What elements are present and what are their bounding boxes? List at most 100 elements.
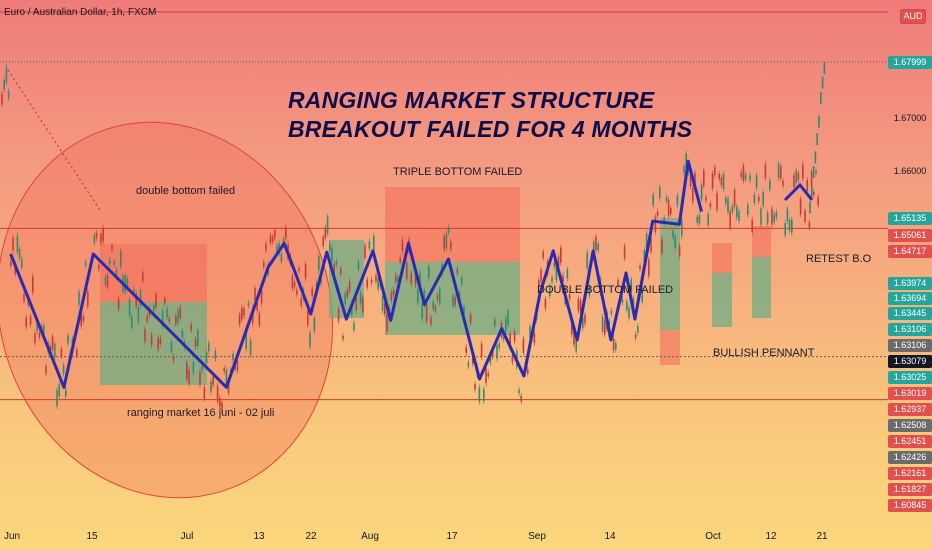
candle-body xyxy=(421,303,423,319)
candle-body xyxy=(414,272,417,285)
candle-body xyxy=(34,333,36,343)
candle-body xyxy=(401,239,404,251)
candle-body xyxy=(795,170,797,183)
candle-body xyxy=(194,339,197,347)
candle-body xyxy=(357,262,360,270)
candle-body xyxy=(458,292,461,300)
price-axis[interactable]: 1.67999 1.67000 1.66000 1.65135 1.65061 1.647… xyxy=(888,0,932,520)
candle-body xyxy=(157,337,159,350)
candle-body xyxy=(223,367,225,372)
candle-body xyxy=(775,211,778,218)
candle-body xyxy=(375,275,377,282)
candle-body xyxy=(214,350,217,359)
candle-body xyxy=(309,332,311,347)
candle-body xyxy=(392,289,395,296)
candle-body xyxy=(722,173,725,189)
candle-body xyxy=(487,372,489,377)
zone-red-6 xyxy=(712,243,732,273)
candle-body xyxy=(212,376,214,385)
candle-body xyxy=(553,262,555,267)
candle-body xyxy=(399,257,401,262)
candle-body xyxy=(630,279,632,291)
candle-body xyxy=(584,314,586,324)
candle-body xyxy=(573,328,575,345)
candle-body xyxy=(166,308,168,318)
candle-body xyxy=(263,262,265,267)
time-tick: 14 xyxy=(604,531,616,542)
candle-body xyxy=(335,261,338,265)
candle-body xyxy=(643,250,646,266)
time-tick: Jun xyxy=(3,531,21,542)
candle-body xyxy=(179,307,181,319)
candle-body xyxy=(111,245,113,250)
time-tick: Aug xyxy=(361,531,379,542)
time-tick: 17 xyxy=(446,531,458,542)
pattern-line xyxy=(9,159,703,389)
candle-body xyxy=(269,235,272,244)
candle-body xyxy=(131,316,133,328)
candle-body xyxy=(188,369,190,384)
price-label: 1.63106 xyxy=(888,339,932,352)
candle-body xyxy=(749,175,751,181)
candle-body xyxy=(265,243,267,251)
candle-body xyxy=(62,365,65,374)
time-tick: 22 xyxy=(305,531,317,542)
candle-body xyxy=(538,280,540,287)
candle-body xyxy=(82,315,85,322)
candle-body xyxy=(744,173,747,180)
candle-body xyxy=(78,291,80,305)
candle-body xyxy=(542,251,544,258)
candle-body xyxy=(509,333,511,349)
candle-body xyxy=(430,317,432,325)
time-tick: 15 xyxy=(86,531,98,542)
candle-body xyxy=(177,309,179,324)
candle-body xyxy=(135,294,137,307)
candle-body xyxy=(700,184,703,200)
candle-body xyxy=(348,281,351,292)
candle-body xyxy=(300,298,302,306)
candle-body xyxy=(205,352,208,363)
candle-body xyxy=(694,172,696,187)
candle-body xyxy=(10,261,12,266)
candle-body xyxy=(621,299,624,303)
candle-body xyxy=(104,276,107,285)
candle-body xyxy=(329,244,331,251)
candle-body xyxy=(692,188,694,202)
candle-body xyxy=(1,93,3,105)
candle-body xyxy=(126,278,129,289)
zone-red-8 xyxy=(752,226,771,257)
candle-body xyxy=(641,288,643,302)
candle-body xyxy=(802,164,804,179)
candle-body xyxy=(751,219,753,233)
candle-body xyxy=(588,287,591,296)
candle-body xyxy=(326,216,329,234)
candle-body xyxy=(359,292,362,304)
candle-body xyxy=(311,288,313,296)
candle-body xyxy=(247,302,250,306)
candle-body xyxy=(707,214,709,226)
candle-body xyxy=(654,216,657,233)
candle-body xyxy=(582,317,584,328)
price-label: 1.62451 xyxy=(888,435,932,448)
candle-body xyxy=(491,349,494,358)
price-label: 1.63106 xyxy=(888,323,932,336)
price-label: 1.65061 xyxy=(888,229,932,242)
candle-body xyxy=(313,318,316,331)
candle-body xyxy=(417,289,419,303)
symbol-title: Euro / Australian Dollar, 1h, FXCM xyxy=(4,7,157,18)
candle-body xyxy=(7,91,10,99)
candle-body xyxy=(291,275,294,289)
candle-body xyxy=(623,245,626,259)
candle-body xyxy=(818,115,820,128)
candle-body xyxy=(432,301,434,309)
candle-body xyxy=(540,269,542,282)
candle-body xyxy=(738,211,740,221)
candle-body xyxy=(689,173,692,187)
candle-body xyxy=(254,287,256,300)
candle-body xyxy=(146,315,148,322)
candle-body xyxy=(304,264,307,279)
currency-badge[interactable]: AUD xyxy=(900,9,926,24)
candle-body xyxy=(527,369,529,374)
